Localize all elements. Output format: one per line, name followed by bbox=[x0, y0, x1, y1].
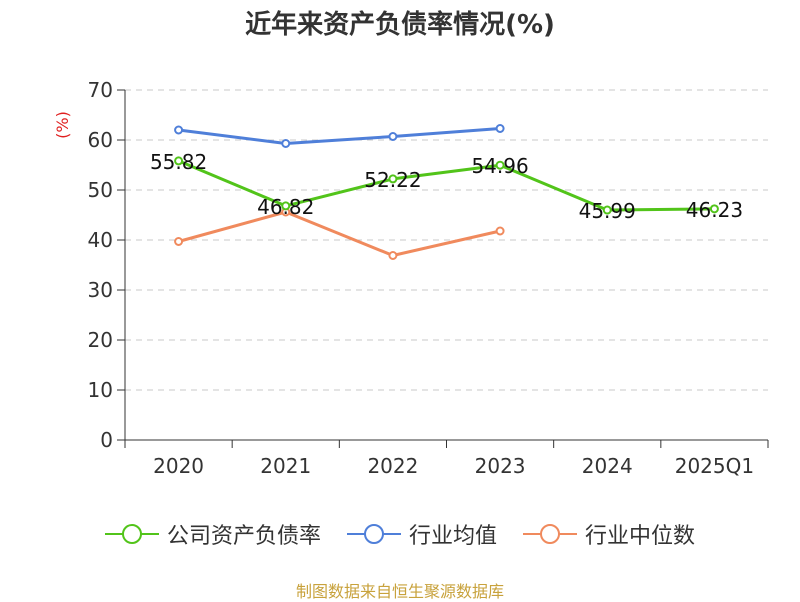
x-tick-label: 2020 bbox=[153, 454, 204, 478]
legend-item-industry-mean[interactable]: 行业均值 bbox=[346, 518, 497, 550]
y-tick-label: 40 bbox=[88, 228, 113, 252]
x-tick-label: 2024 bbox=[582, 454, 633, 478]
data-point-0 bbox=[174, 156, 184, 166]
data-point-0 bbox=[602, 205, 612, 215]
y-tick-label: 30 bbox=[88, 278, 113, 302]
y-tick-label: 50 bbox=[88, 178, 113, 202]
y-tick-label: 20 bbox=[88, 328, 113, 352]
y-axis-label: (%) bbox=[53, 111, 72, 139]
y-tick-label: 10 bbox=[88, 378, 113, 402]
source-note: 制图数据来自恒生聚源数据库 bbox=[295, 582, 504, 601]
data-label: 52.22 bbox=[364, 168, 421, 192]
y-tick-label: 60 bbox=[88, 128, 113, 152]
data-point-1 bbox=[388, 132, 398, 141]
data-point-1 bbox=[174, 125, 184, 135]
legend: 公司资产负债率 行业均值 行业中位数 bbox=[0, 518, 800, 550]
data-label: 54.96 bbox=[471, 154, 528, 178]
data-point-2 bbox=[174, 237, 184, 246]
x-tick-label: 2021 bbox=[260, 454, 311, 478]
data-point-2 bbox=[388, 251, 398, 260]
data-point-0 bbox=[495, 160, 505, 170]
data-point-0 bbox=[281, 201, 291, 211]
data-point-2 bbox=[495, 226, 505, 236]
data-label: 55.82 bbox=[150, 150, 207, 174]
data-label: 46.23 bbox=[686, 198, 743, 222]
series-line-1 bbox=[178, 127, 501, 145]
y-tick-label: 0 bbox=[100, 428, 113, 452]
legend-swatch-company bbox=[104, 523, 159, 545]
legend-label-industry-mean: 行业均值 bbox=[408, 524, 497, 549]
data-point-1 bbox=[281, 139, 291, 148]
data-label: 46.82 bbox=[257, 195, 314, 219]
y-tick-label: 70 bbox=[88, 78, 113, 102]
series-line-2 bbox=[178, 210, 501, 257]
legend-swatch-industry-mean bbox=[346, 523, 401, 545]
data-label: 45.99 bbox=[579, 199, 636, 223]
x-tick-label: 2022 bbox=[367, 454, 418, 478]
data-point-0 bbox=[709, 204, 719, 214]
data-point-1 bbox=[495, 124, 505, 133]
data-point-0 bbox=[388, 174, 398, 184]
legend-label-company: 公司资产负债率 bbox=[166, 524, 321, 549]
legend-item-company[interactable]: 公司资产负债率 bbox=[104, 518, 321, 550]
legend-item-industry-median[interactable]: 行业中位数 bbox=[523, 518, 695, 550]
legend-label-industry-median: 行业中位数 bbox=[585, 524, 696, 549]
legend-swatch-industry-median bbox=[523, 523, 577, 545]
x-tick-label: 2023 bbox=[475, 454, 526, 478]
series-line-0 bbox=[178, 159, 715, 212]
x-tick-label: 2025Q1 bbox=[675, 454, 754, 478]
chart-title: 近年来资产负债率情况(%) bbox=[245, 10, 555, 40]
